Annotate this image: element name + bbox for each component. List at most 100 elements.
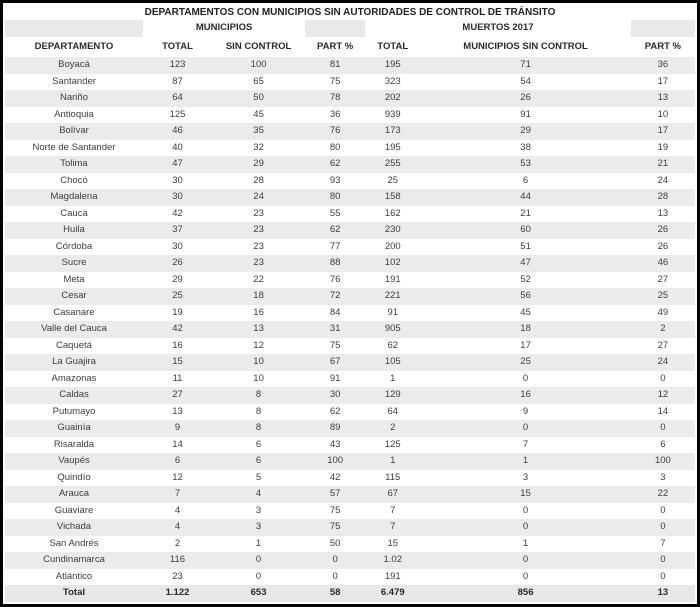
department-cell: Putumayo [5,403,143,420]
department-cell: Chocó [5,172,143,189]
value-cell: 57 [305,486,366,503]
value-cell: 1 [212,535,306,552]
value-cell: 24 [630,354,695,371]
value-cell: 100 [630,453,695,470]
value-cell: 8 [212,403,306,420]
department-cell: Boyacá [5,57,143,74]
value-cell: 25 [630,288,695,305]
value-cell: 21 [630,156,695,173]
value-cell: 17 [420,337,631,354]
value-cell: 71 [420,57,631,74]
value-cell: 8 [212,387,306,404]
value-cell: 1.02 [365,552,421,569]
value-cell: 0 [305,568,366,585]
value-cell: 162 [365,205,421,222]
value-cell: 6 [143,453,212,470]
value-cell: 18 [212,288,306,305]
table-row: Meta 29 22 76 191 52 27 [5,271,695,288]
value-cell: 30 [143,172,212,189]
table-row: Cundinamarca 116 0 0 1.02 0 0 [5,552,695,569]
value-cell: 13 [630,585,695,602]
value-cell: 36 [305,106,366,123]
value-cell: 0 [420,568,631,585]
value-cell: 25 [143,288,212,305]
value-cell: 0 [420,552,631,569]
value-cell: 21 [420,205,631,222]
table-row: Putumayo 13 8 62 64 9 14 [5,403,695,420]
value-cell: 1 [420,453,631,470]
value-cell: 81 [305,57,366,74]
value-cell: 115 [365,469,421,486]
value-cell: 75 [305,502,366,519]
value-cell: 10 [630,106,695,123]
value-cell: 42 [143,205,212,222]
department-cell: Cauca [5,205,143,222]
department-cell: Caquetá [5,337,143,354]
value-cell: 89 [305,420,366,437]
value-cell: 2 [630,321,695,338]
value-cell: 45 [420,304,631,321]
column-header-part-muertos: PART % [630,37,695,57]
value-cell: 28 [212,172,306,189]
value-cell: 195 [365,57,421,74]
value-cell: 75 [305,519,366,536]
department-cell: Nariño [5,90,143,107]
value-cell: 0 [630,568,695,585]
value-cell: 62 [365,337,421,354]
total-label-cell: Total [5,585,143,602]
value-cell: 12 [630,387,695,404]
value-cell: 46 [630,255,695,272]
value-cell: 58 [305,585,366,602]
value-cell: 64 [143,90,212,107]
value-cell: 100 [305,453,366,470]
value-cell: 54 [420,73,631,90]
value-cell: 195 [365,139,421,156]
department-cell: Arauca [5,486,143,503]
value-cell: 102 [365,255,421,272]
value-cell: 6.479 [365,585,421,602]
value-cell: 44 [420,189,631,206]
value-cell: 67 [305,354,366,371]
value-cell: 52 [420,271,631,288]
value-cell: 12 [212,337,306,354]
value-cell: 30 [305,387,366,404]
value-cell: 64 [365,403,421,420]
group-spacer-part1 [305,20,366,37]
department-cell: Vichada [5,519,143,536]
table-row: Huila 37 23 62 230 60 26 [5,222,695,239]
value-cell: 91 [420,106,631,123]
table-row: Sucre 26 23 88 102 47 46 [5,255,695,272]
value-cell: 7 [365,502,421,519]
table-row: Arauca 7 4 57 67 15 22 [5,486,695,503]
value-cell: 123 [143,57,212,74]
table-row: Nariño 64 50 78 202 26 13 [5,90,695,107]
value-cell: 22 [630,486,695,503]
value-cell: 6 [212,436,306,453]
department-cell: Caldas [5,387,143,404]
table-row: Risaralda 14 6 43 125 7 6 [5,436,695,453]
table-row: Cesar 25 18 72 221 56 25 [5,288,695,305]
department-cell: La Guajira [5,354,143,371]
value-cell: 60 [420,222,631,239]
value-cell: 47 [143,156,212,173]
table-row: Valle del Cauca 42 13 31 905 18 2 [5,321,695,338]
column-header-total-municipios: TOTAL [143,37,212,57]
value-cell: 55 [305,205,366,222]
value-cell: 24 [212,189,306,206]
value-cell: 23 [143,568,212,585]
table-row: Guainía 9 8 89 2 0 0 [5,420,695,437]
table-row: Tolima 47 29 62 255 53 21 [5,156,695,173]
value-cell: 6 [212,453,306,470]
value-cell: 13 [212,321,306,338]
value-cell: 10 [212,354,306,371]
department-cell: Amazonas [5,370,143,387]
value-cell: 8 [212,420,306,437]
department-cell: Santander [5,73,143,90]
value-cell: 27 [143,387,212,404]
value-cell: 2 [365,420,421,437]
value-cell: 19 [143,304,212,321]
value-cell: 93 [305,172,366,189]
department-cell: Bolívar [5,123,143,140]
group-header-muertos: MUERTOS 2017 [365,20,631,37]
value-cell: 84 [305,304,366,321]
